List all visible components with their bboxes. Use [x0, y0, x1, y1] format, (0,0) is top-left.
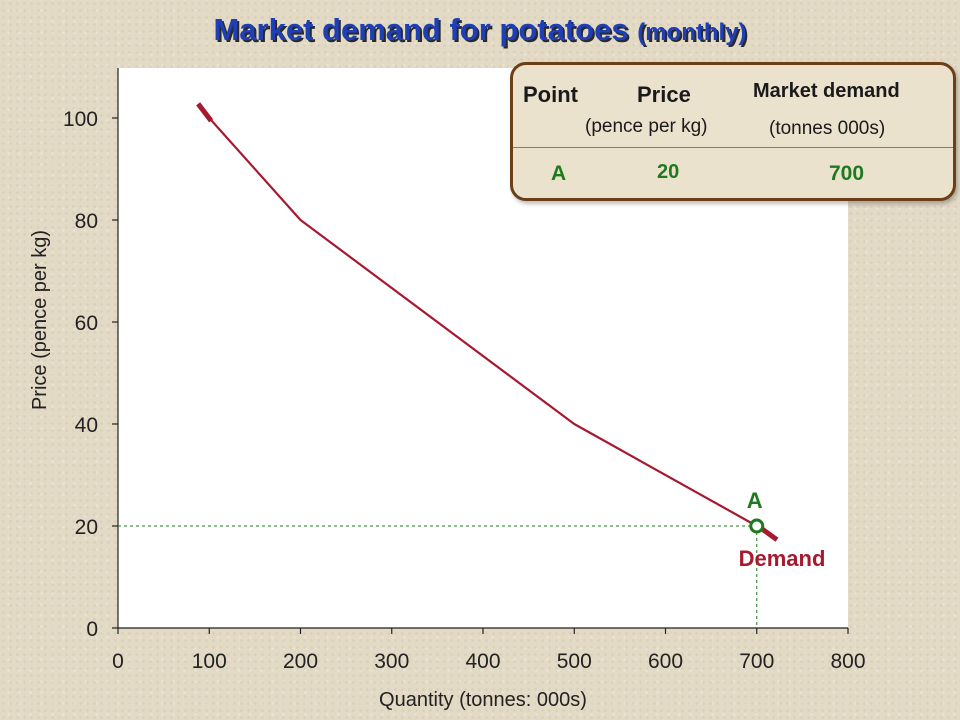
- x-tick-label: 500: [557, 650, 592, 673]
- x-tick-label: 800: [830, 650, 865, 673]
- demand-curve-label: Demand: [739, 546, 826, 571]
- y-tick-label: 20: [75, 516, 98, 539]
- x-tick-label: 300: [374, 650, 409, 673]
- header-demand-unit: (tonnes 000s): [769, 118, 886, 139]
- row-demand: 700: [829, 162, 865, 185]
- y-tick-label: 100: [63, 108, 98, 131]
- guide-lines: [118, 525, 758, 628]
- y-tick-label: 0: [86, 618, 98, 641]
- row-price: 20: [657, 161, 680, 183]
- chart-title: Market demand for potatoes (monthly): [0, 12, 960, 48]
- x-axis-title: Quantity (tonnes: 000s): [379, 689, 587, 711]
- point-a-label: A: [747, 488, 763, 513]
- chart-title-sub: (monthly): [637, 19, 747, 46]
- chart-title-main: Market demand for potatoes: [213, 12, 629, 47]
- x-tick-label: 600: [648, 650, 683, 673]
- point-info-table: Point Price Market demand (pence per kg)…: [510, 62, 956, 201]
- demand-curve-end-cap: [759, 525, 779, 542]
- point-a-marker: [749, 518, 765, 534]
- series-layer: [196, 102, 779, 542]
- labels-layer: A Demand: [739, 488, 826, 571]
- table-divider: [513, 147, 953, 148]
- header-point: Point: [523, 82, 578, 107]
- x-tick-label: 400: [465, 650, 500, 673]
- y-tick-label: 60: [75, 312, 98, 335]
- x-tick-label: 200: [283, 650, 318, 673]
- demand-curve-start-cap: [196, 102, 214, 123]
- y-axis-title: Price (pence per kg): [29, 230, 51, 410]
- header-price: Price: [637, 82, 691, 107]
- header-price-unit: (pence per kg): [585, 116, 708, 137]
- y-tick-label: 80: [75, 210, 98, 233]
- x-tick-label: 700: [739, 650, 774, 673]
- y-tick-label: 40: [75, 414, 98, 437]
- x-tick-label: 0: [112, 650, 124, 673]
- axes: 0 100 200 300 400 500 600 700 800 0 20 40 60 80 100 Qua…: [29, 68, 866, 711]
- x-tick-label: 100: [192, 650, 227, 673]
- header-demand: Market demand: [753, 80, 900, 102]
- row-point: A: [551, 162, 567, 185]
